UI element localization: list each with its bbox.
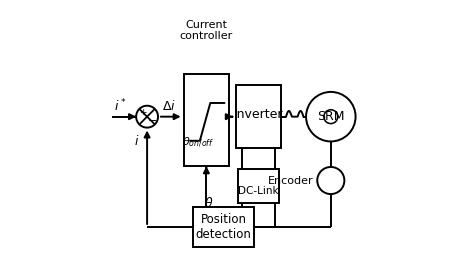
Text: Current
controller: Current controller (180, 20, 233, 41)
Text: Encoder: Encoder (268, 176, 314, 185)
Text: $i^*$: $i^*$ (114, 98, 127, 114)
Text: $\Delta i$: $\Delta i$ (162, 99, 176, 113)
Text: Position
detection: Position detection (195, 213, 251, 241)
Bar (238, 169, 279, 203)
Text: SRM: SRM (317, 110, 345, 123)
Text: Inverter: Inverter (234, 108, 283, 121)
Text: $i$: $i$ (134, 134, 139, 149)
Bar (183, 74, 229, 166)
Text: DC-Link: DC-Link (238, 187, 279, 196)
Text: $\theta$: $\theta$ (204, 196, 214, 210)
Text: −: − (148, 116, 157, 126)
Text: $\theta_{on/off}$: $\theta_{on/off}$ (182, 136, 214, 150)
Bar (193, 206, 254, 247)
Text: +: + (139, 108, 146, 117)
Bar (236, 85, 281, 148)
